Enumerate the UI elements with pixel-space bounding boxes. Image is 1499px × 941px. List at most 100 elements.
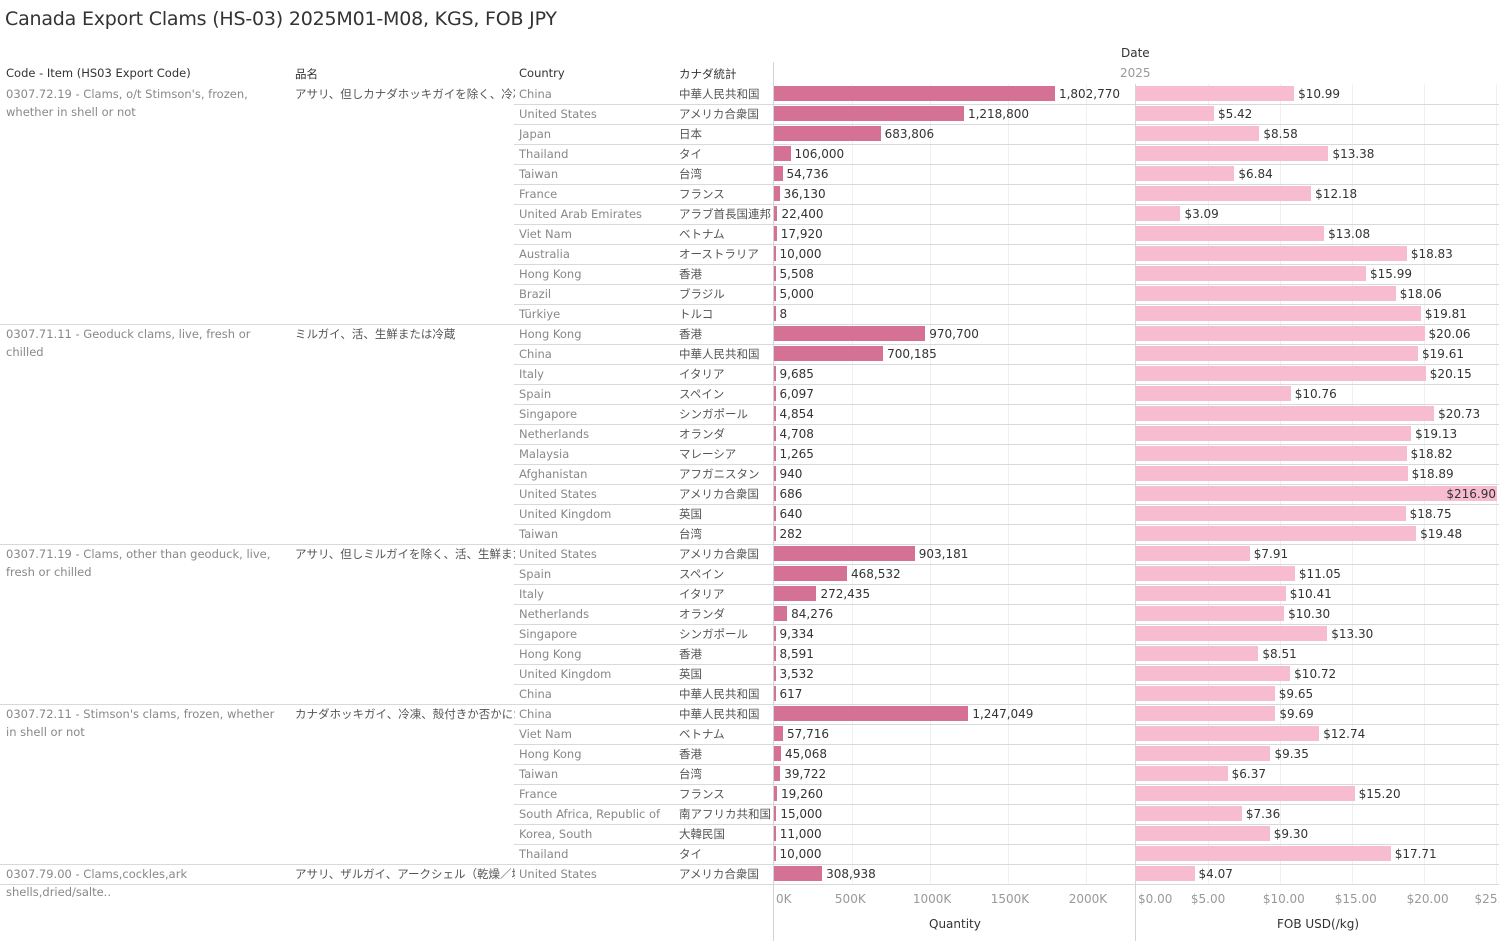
country-name[interactable]: China	[519, 87, 552, 101]
price-bar[interactable]	[1136, 626, 1328, 641]
price-bar[interactable]	[1136, 386, 1291, 401]
price-bar[interactable]	[1136, 526, 1417, 541]
price-bar[interactable]	[1136, 766, 1228, 781]
price-bar[interactable]	[1136, 346, 1419, 361]
country-name[interactable]: China	[519, 347, 552, 361]
price-bar[interactable]	[1136, 466, 1408, 481]
country-name[interactable]: Netherlands	[519, 607, 590, 621]
quantity-bar[interactable]	[774, 206, 778, 221]
quantity-bar[interactable]	[774, 586, 817, 601]
quantity-bar[interactable]	[774, 806, 777, 821]
price-bar[interactable]	[1136, 126, 1260, 141]
price-bar[interactable]	[1136, 606, 1285, 621]
price-bar[interactable]	[1136, 846, 1391, 861]
price-bar[interactable]	[1136, 566, 1295, 581]
country-name[interactable]: Malaysia	[519, 447, 570, 461]
price-bar[interactable]	[1136, 306, 1421, 321]
code-column-header[interactable]: Code - Item (HS03 Export Code)	[6, 66, 191, 80]
country-name[interactable]: Hong Kong	[519, 327, 582, 341]
jcountry-column-header[interactable]: カナダ統計	[679, 67, 737, 81]
price-bar[interactable]	[1136, 686, 1275, 701]
country-name[interactable]: Netherlands	[519, 427, 590, 441]
quantity-bar[interactable]	[774, 406, 776, 421]
price-bar[interactable]	[1136, 726, 1320, 741]
price-bar[interactable]	[1136, 506, 1406, 521]
country-name[interactable]: Taiwan	[519, 167, 559, 181]
price-bar[interactable]	[1136, 146, 1329, 161]
country-name[interactable]: Italy	[519, 587, 544, 601]
quantity-bar[interactable]	[774, 706, 969, 721]
price-bar[interactable]	[1136, 546, 1250, 561]
price-bar[interactable]	[1136, 786, 1355, 801]
country-name[interactable]: United States	[519, 867, 597, 881]
country-name[interactable]: Hong Kong	[519, 267, 582, 281]
quantity-bar[interactable]	[774, 86, 1055, 101]
quantity-bar[interactable]	[774, 606, 788, 621]
quantity-bar[interactable]	[774, 346, 884, 361]
quantity-bar[interactable]	[774, 446, 776, 461]
price-bar[interactable]	[1136, 866, 1195, 881]
price-bar[interactable]	[1136, 206, 1181, 221]
quantity-bar[interactable]	[774, 286, 776, 301]
price-bar[interactable]	[1136, 486, 1497, 501]
country-name[interactable]: Brazil	[519, 287, 552, 301]
country-name[interactable]: Hong Kong	[519, 747, 582, 761]
quantity-bar[interactable]	[774, 726, 783, 741]
quantity-bar[interactable]	[774, 486, 776, 501]
quantity-bar[interactable]	[774, 226, 777, 241]
country-name[interactable]: Australia	[519, 247, 570, 261]
quantity-bar[interactable]	[774, 766, 781, 781]
quantity-bar[interactable]	[774, 386, 776, 401]
quantity-bar[interactable]	[774, 506, 776, 521]
country-name[interactable]: China	[519, 687, 552, 701]
price-bar[interactable]	[1136, 706, 1276, 721]
quantity-bar[interactable]	[774, 126, 881, 141]
price-bar[interactable]	[1136, 106, 1214, 121]
quantity-bar[interactable]	[774, 526, 776, 541]
country-name[interactable]: Viet Nam	[519, 727, 572, 741]
country-name[interactable]: Thailand	[519, 147, 569, 161]
quantity-bar[interactable]	[774, 426, 776, 441]
country-name[interactable]: Italy	[519, 367, 544, 381]
quantity-bar[interactable]	[774, 266, 776, 281]
country-name[interactable]: Spain	[519, 567, 552, 581]
country-name[interactable]: Japan	[519, 127, 552, 141]
country-name[interactable]: South Africa, Republic of	[519, 807, 661, 821]
quantity-bar[interactable]	[774, 746, 782, 761]
country-name[interactable]: Viet Nam	[519, 227, 572, 241]
country-name[interactable]: Taiwan	[519, 527, 559, 541]
price-bar[interactable]	[1136, 426, 1412, 441]
price-bar[interactable]	[1136, 326, 1425, 341]
country-name[interactable]: United Kingdom	[519, 507, 612, 521]
quantity-bar[interactable]	[774, 846, 776, 861]
quantity-bar[interactable]	[774, 666, 776, 681]
price-bar[interactable]	[1136, 646, 1259, 661]
quantity-bar[interactable]	[774, 646, 776, 661]
quantity-bar[interactable]	[774, 146, 791, 161]
quantity-bar[interactable]	[774, 786, 777, 801]
quantity-bar[interactable]	[774, 826, 776, 841]
quantity-bar[interactable]	[774, 106, 964, 121]
country-name[interactable]: Thailand	[519, 847, 569, 861]
country-column-header[interactable]: Country	[519, 66, 565, 80]
quantity-bar[interactable]	[774, 686, 776, 701]
price-bar[interactable]	[1136, 446, 1407, 461]
quantity-bar[interactable]	[774, 306, 776, 321]
country-name[interactable]: Hong Kong	[519, 647, 582, 661]
price-bar[interactable]	[1136, 186, 1312, 201]
country-name[interactable]: France	[519, 187, 558, 201]
jname-column-header[interactable]: 品名	[295, 67, 318, 81]
price-bar[interactable]	[1136, 246, 1407, 261]
country-name[interactable]: United States	[519, 487, 597, 501]
quantity-bar[interactable]	[774, 866, 823, 881]
price-bar[interactable]	[1136, 366, 1426, 381]
price-bar[interactable]	[1136, 666, 1291, 681]
quantity-bar[interactable]	[774, 326, 926, 341]
country-name[interactable]: France	[519, 787, 558, 801]
country-name[interactable]: United Arab Emirates	[519, 207, 643, 221]
price-bar[interactable]	[1136, 826, 1270, 841]
price-bar[interactable]	[1136, 406, 1435, 421]
quantity-bar[interactable]	[774, 246, 776, 261]
country-name[interactable]: Afghanistan	[519, 467, 588, 481]
quantity-bar[interactable]	[774, 186, 780, 201]
